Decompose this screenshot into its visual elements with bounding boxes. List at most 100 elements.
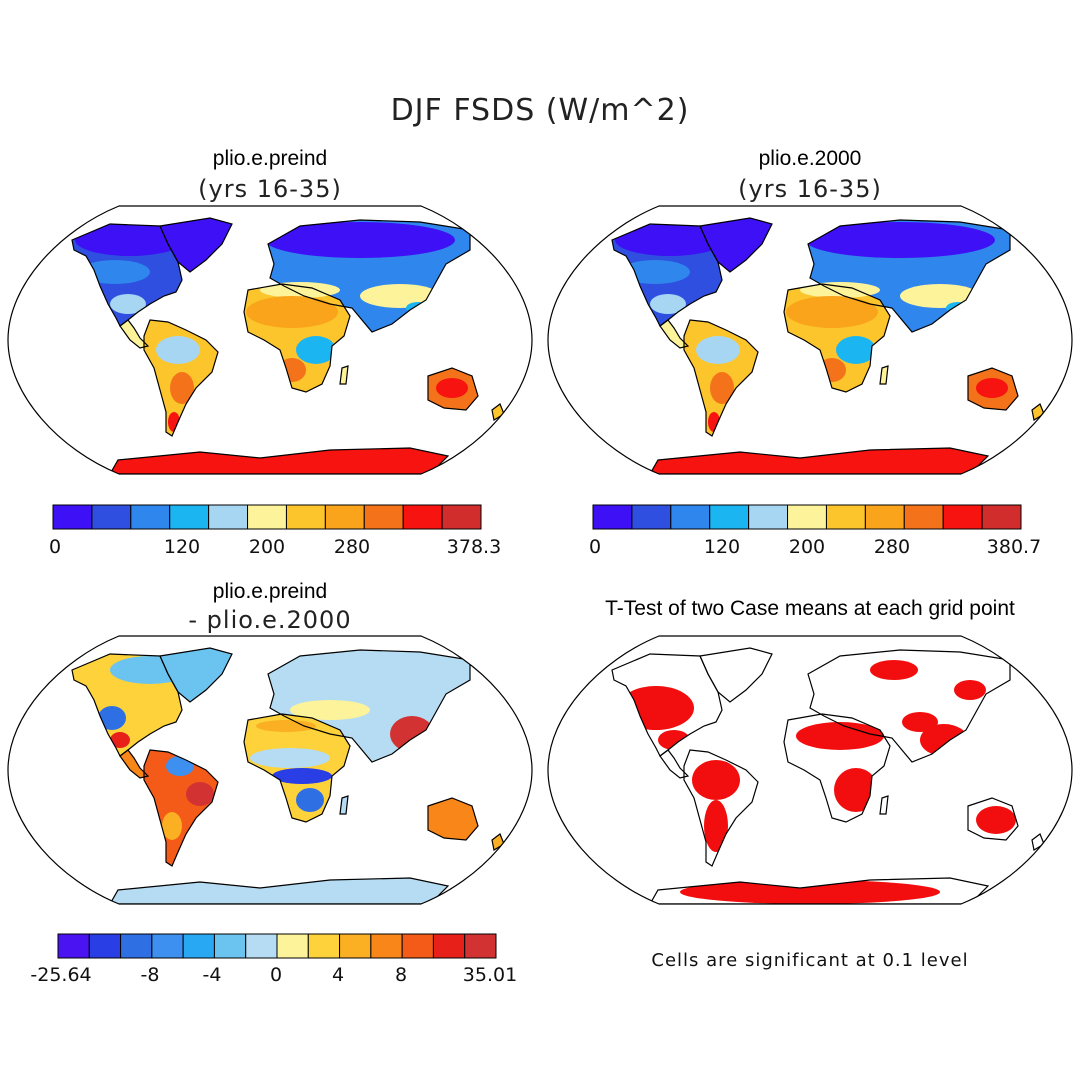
colorbar-segment	[339, 933, 372, 959]
panel-4-map	[547, 635, 1073, 905]
panel-1-subtitle: (yrs 16-35)	[198, 175, 342, 203]
value-region	[260, 258, 420, 282]
value-region	[696, 336, 740, 364]
colorbar-segment	[88, 933, 122, 959]
panel-3-colorbar-label: 4	[331, 964, 345, 986]
coastline	[427, 367, 479, 411]
colorbar-segment	[401, 933, 434, 959]
coastline	[648, 447, 990, 474]
coastline	[807, 219, 1011, 333]
panel-1-colorbar-label: 120	[163, 536, 201, 558]
significance-note: Cells are significant at 0.1 level	[651, 950, 969, 971]
colorbar-segment	[432, 933, 466, 959]
coastline	[807, 649, 1011, 763]
colorbar-segment	[864, 504, 905, 530]
figure-title: DJF FSDS (W/m^2)	[390, 93, 690, 128]
value-region	[976, 378, 1008, 398]
panel-1-title: plio.e.preind	[212, 147, 328, 170]
panel-2-subtitle: (yrs 16-35)	[738, 175, 882, 203]
value-region	[186, 782, 214, 806]
colorbar-segment	[208, 504, 249, 530]
panel-3-colorbar-label: -8	[140, 964, 160, 986]
map-frame	[547, 205, 1073, 475]
value-region	[170, 372, 194, 404]
land-antarctica	[650, 448, 988, 474]
significant-region	[796, 722, 884, 750]
coastline	[648, 877, 990, 904]
value-region	[836, 336, 876, 364]
land-greenland	[700, 218, 772, 272]
significant-region	[870, 660, 918, 680]
value-region	[710, 372, 734, 404]
colorbar-segment	[825, 504, 866, 530]
value-region	[360, 284, 440, 308]
coastline	[267, 219, 471, 333]
value-region	[265, 222, 455, 258]
significant-region	[692, 760, 740, 800]
coastline	[967, 797, 1019, 841]
value-region	[110, 294, 146, 314]
significant-region	[680, 880, 940, 904]
colorbar-segment	[942, 504, 983, 530]
coastline	[879, 365, 889, 385]
coastline	[783, 283, 891, 393]
colorbar-segment	[631, 504, 672, 530]
coastline	[427, 797, 479, 841]
colorbar-segment	[464, 933, 497, 959]
panel-2-colorbar-label: 0	[588, 536, 602, 558]
value-region	[110, 656, 190, 684]
significant-region	[976, 806, 1016, 834]
value-region	[615, 224, 725, 256]
panel-3-colorbar-label: 35.01	[462, 964, 518, 986]
coastline	[71, 223, 183, 327]
coastline	[108, 877, 450, 904]
colorbar-segment	[182, 933, 215, 959]
panel-3-colorbar-label: 0	[269, 964, 283, 986]
value-region	[156, 336, 200, 364]
land-centralAmerica	[660, 320, 688, 348]
value-region	[246, 296, 338, 328]
coastline	[783, 713, 891, 823]
coastline	[267, 649, 471, 763]
coastline	[683, 749, 759, 867]
panel-2-title: plio.e.2000	[758, 147, 862, 170]
coastline	[243, 283, 351, 393]
value-region	[260, 282, 340, 298]
colorbar-segment	[52, 504, 93, 530]
land-antarctica	[110, 448, 448, 474]
panel-2-colorbar-label: 280	[873, 536, 911, 558]
panel-1-colorbar-label: 378.3	[446, 536, 502, 558]
coastline	[108, 447, 450, 474]
value-region	[272, 768, 332, 784]
significant-region	[902, 712, 938, 732]
panel-3-subtitle: - plio.e.2000	[188, 606, 352, 634]
value-region	[436, 378, 468, 398]
colorbar-segment	[247, 504, 287, 530]
value-region	[440, 810, 468, 830]
coastline	[339, 365, 349, 385]
panel-1-colorbar-label: 0	[48, 536, 62, 558]
colorbar-segment	[130, 504, 171, 530]
panel-2-colorbar-label: 120	[703, 536, 741, 558]
map-frame	[7, 635, 533, 905]
colorbar-segment	[169, 504, 210, 530]
colorbar-segment	[57, 933, 90, 959]
colorbar-segment	[441, 504, 482, 530]
value-region	[900, 284, 980, 308]
colorbar-segment	[370, 933, 403, 959]
coastline	[967, 367, 1019, 411]
colorbar-segment	[120, 933, 153, 959]
colorbar-segment	[592, 504, 633, 530]
coastline	[143, 749, 219, 867]
colorbar-segment	[981, 504, 1022, 530]
value-region	[256, 720, 316, 732]
value-region	[296, 788, 324, 812]
value-region	[296, 336, 336, 364]
land-antarctica	[110, 878, 448, 904]
significant-region	[834, 768, 878, 812]
land-region	[660, 750, 688, 778]
panel-3-colorbar	[57, 933, 497, 959]
value-region	[110, 732, 130, 748]
panel-1-colorbar-label: 280	[333, 536, 371, 558]
value-region	[162, 812, 182, 840]
